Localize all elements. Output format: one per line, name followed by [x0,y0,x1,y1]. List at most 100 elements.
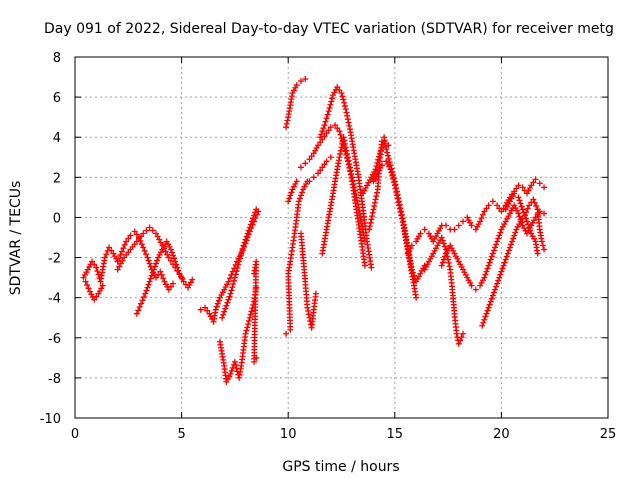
data-point [336,87,343,94]
data-point [118,248,125,255]
data-point [140,230,147,237]
data-point [441,243,448,250]
data-point [304,304,311,311]
data-point [323,115,330,122]
data-point [486,259,493,266]
data-point [147,275,154,282]
data-point [133,231,140,238]
data-point [504,250,511,257]
data-point [368,216,375,223]
data-point [370,206,377,213]
data-point [396,205,403,212]
data-point [284,117,291,124]
data-point [482,271,489,278]
data-point [246,314,253,321]
data-point [222,305,229,312]
data-point [541,210,548,217]
data-point [305,311,312,318]
data-point [240,242,247,249]
data-point [372,166,379,173]
data-point [317,139,324,146]
data-point [133,310,140,317]
data-point [349,177,356,184]
data-point [323,130,330,137]
data-point [481,274,488,281]
data-point [233,268,240,275]
data-point [180,278,187,285]
data-point [327,101,334,108]
data-point [336,128,343,135]
data-point [323,158,330,165]
data-point [516,197,523,204]
data-point [116,263,123,270]
data-point [93,264,100,271]
data-point [379,162,386,169]
data-point [366,223,373,230]
data-point [247,311,254,318]
data-point [439,237,446,244]
series-trace-6 [216,284,260,385]
data-point [232,271,239,278]
data-point [388,169,395,176]
data-point [295,198,302,205]
data-point [442,222,449,229]
data-point [156,236,163,243]
y-tick-label: -10 [40,412,61,427]
data-point [149,269,156,276]
y-tick-label: -6 [48,332,61,347]
data-point [223,302,230,309]
data-point [493,283,500,290]
axis-ticks: 0 5 10 15 20 25 -10 -8 -6 -4 -2 0 2 4 6 8 [40,51,617,442]
data-point [460,218,467,225]
data-point [417,230,424,237]
data-point [178,274,185,281]
data-point [85,285,92,292]
data-point [296,195,303,202]
data-point [361,262,368,269]
data-point [490,247,497,254]
data-point [253,354,260,361]
data-point [138,241,145,248]
data-point [534,250,541,257]
data-point [306,314,313,321]
data-point [197,306,204,313]
y-axis-label: SDTVAR / TECUs [8,181,24,296]
data-point [337,147,344,154]
data-point [398,215,405,222]
data-point [492,286,499,293]
data-point [485,202,492,209]
data-point [344,112,351,119]
data-point [455,340,462,347]
data-point [238,248,245,255]
data-point [320,125,327,132]
data-point [472,286,479,293]
data-point [84,281,91,288]
data-point [143,287,150,294]
data-point [315,170,322,177]
data-point [153,230,160,237]
data-point [302,76,309,83]
series-trace-4 [114,224,185,281]
data-point [342,106,349,113]
series-trace-13 [317,84,375,271]
data-point [507,241,514,248]
data-point [317,167,324,174]
data-point [127,232,134,239]
data-point [315,142,322,149]
data-point [345,119,352,126]
data-point [297,78,304,85]
data-point [511,190,518,197]
data-point [145,257,152,264]
data-point [325,108,332,115]
data-point [536,180,543,187]
data-point [239,245,246,252]
data-point [237,255,244,262]
data-point [153,260,160,267]
data-point [352,191,359,198]
data-point [247,221,254,228]
data-point [353,194,360,201]
data-point [389,172,396,179]
data-point [329,95,336,102]
series-trace-18 [370,158,420,301]
